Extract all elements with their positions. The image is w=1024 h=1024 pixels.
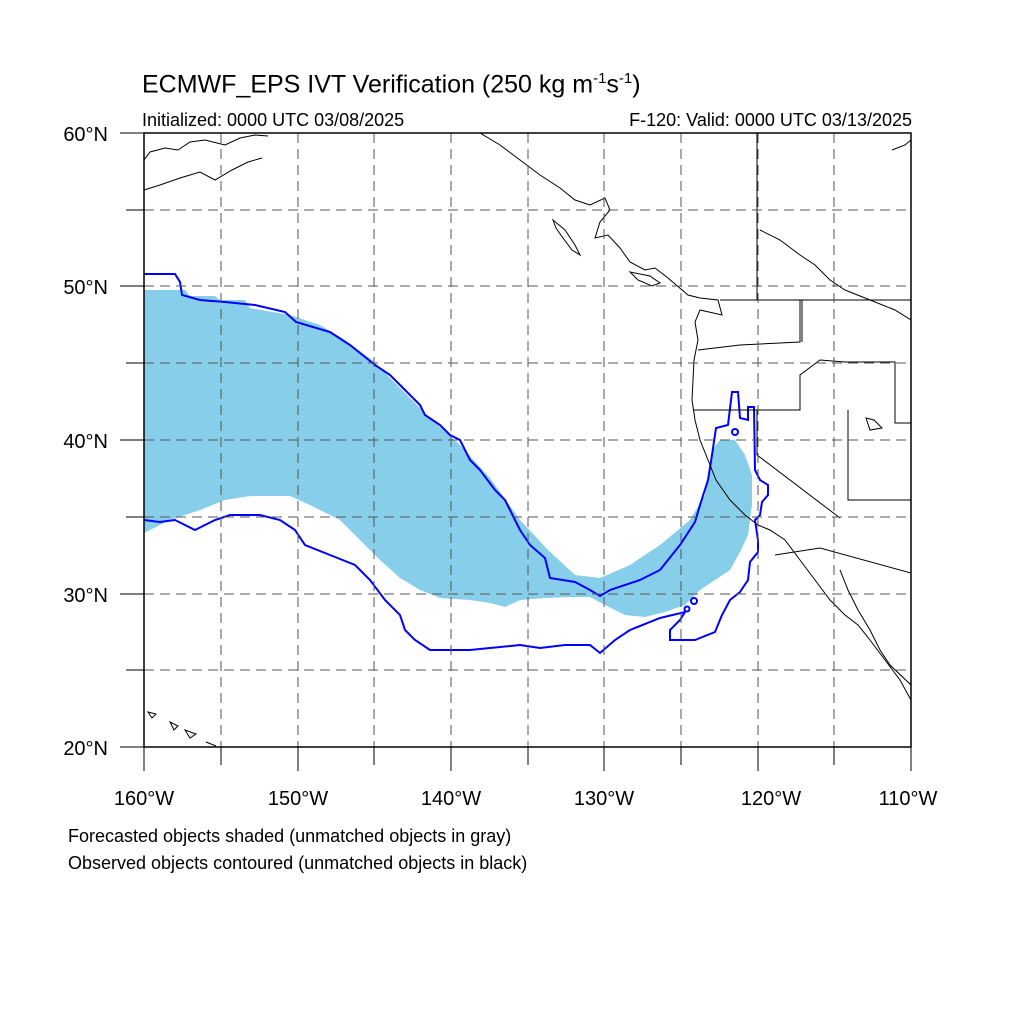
- political-boundaries: [693, 133, 911, 574]
- chart-title: ECMWF_EPS IVT Verification (250 kg m-1s-…: [142, 70, 641, 99]
- forecast-note: Forecasted objects shaded (unmatched obj…: [68, 826, 512, 846]
- lon-label-120w: 120°W: [741, 788, 801, 810]
- observed-small-contour: [690, 597, 698, 605]
- lon-label-150w: 150°W: [268, 788, 328, 810]
- lon-label-160w: 160°W: [114, 788, 174, 810]
- forecast-ivt-object: [144, 290, 752, 617]
- lon-label-130w: 130°W: [574, 788, 634, 810]
- axis-ticks: [120, 132, 912, 771]
- lat-label-40: 40°N: [63, 431, 108, 453]
- lon-label-110w: 110°W: [879, 788, 938, 810]
- lat-label-20: 20°N: [63, 738, 108, 760]
- observed-note: Observed objects contoured (unmatched ob…: [68, 853, 528, 873]
- valid-label: F-120: Valid: 0000 UTC 03/13/2025: [629, 110, 912, 130]
- coastlines: [144, 133, 911, 747]
- observed-small-contour: [731, 428, 739, 436]
- lat-label-60: 60°N: [63, 124, 108, 146]
- observed-ivt-contour: [144, 273, 769, 655]
- graticule: [144, 133, 911, 747]
- lon-label-140w: 140°W: [421, 788, 481, 810]
- lat-label-50: 50°N: [63, 277, 108, 299]
- observed-small-contour: [683, 605, 691, 613]
- lat-label-30: 30°N: [63, 585, 108, 607]
- initialized-label: Initialized: 0000 UTC 03/08/2025: [142, 110, 405, 130]
